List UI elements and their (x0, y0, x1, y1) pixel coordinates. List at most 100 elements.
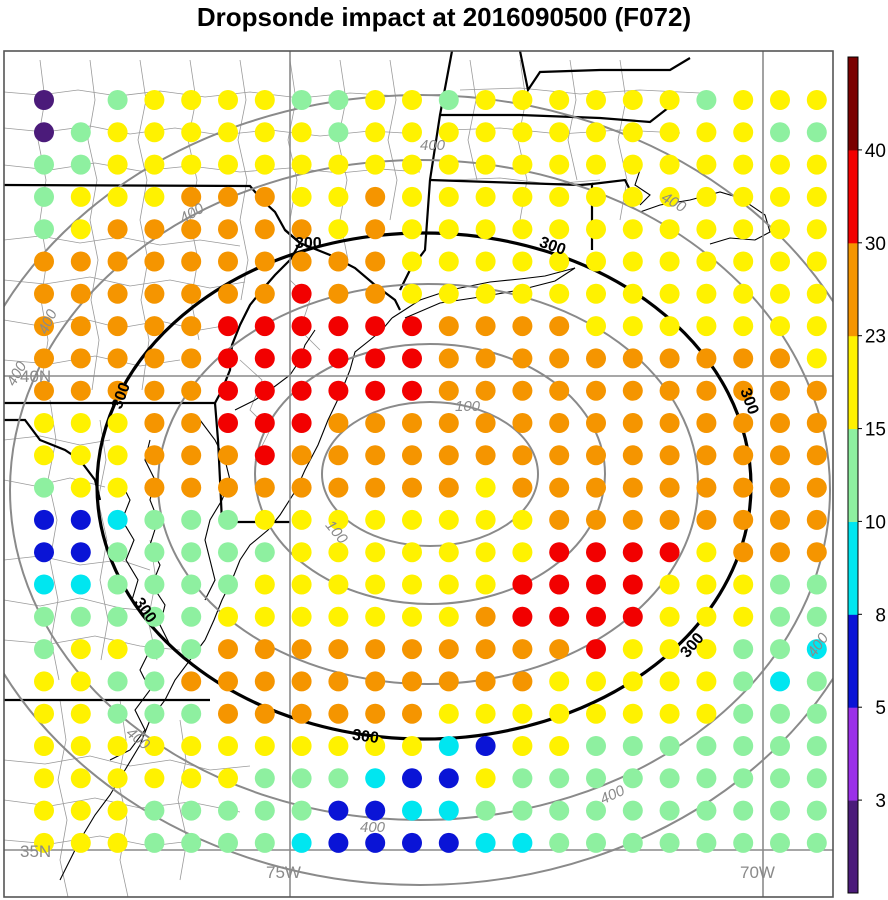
impact-dot (806, 348, 827, 369)
impact-dot (512, 186, 533, 207)
impact-dot (770, 768, 790, 789)
impact-dot (622, 186, 643, 207)
impact-dot (806, 90, 827, 110)
impact-dot (402, 154, 422, 175)
impact-dot (438, 703, 459, 724)
impact-dot (549, 413, 570, 433)
impact-dot (365, 768, 386, 789)
impact-dot (659, 186, 680, 207)
impact-dot (622, 606, 643, 627)
impact-dot (733, 574, 754, 595)
impact-dot (291, 477, 312, 498)
impact-dot (291, 251, 312, 272)
impact-dot (622, 219, 643, 240)
impact-dot (586, 832, 606, 853)
impact-dot (218, 574, 238, 595)
ring-label: 400 (177, 200, 208, 228)
impact-dot (34, 380, 54, 401)
impact-dot (254, 219, 275, 240)
impact-dot (181, 90, 202, 110)
impact-dot (218, 445, 238, 466)
impact-dot (733, 509, 754, 530)
impact-dot (254, 671, 275, 692)
impact-dot (622, 477, 643, 498)
impact-dot (659, 736, 680, 756)
impact-dot (549, 768, 570, 789)
impact-dot (402, 574, 422, 595)
impact-dot (512, 606, 533, 627)
impact-dot (291, 639, 312, 660)
impact-dot (696, 186, 717, 207)
impact-dot (438, 832, 459, 853)
impact-dot (328, 736, 349, 756)
impact-dot (254, 574, 275, 595)
colorbar-swatch (848, 707, 858, 801)
impact-dot (696, 639, 717, 660)
impact-dot (549, 542, 570, 563)
impact-dot (733, 639, 754, 660)
impact-dot (770, 219, 790, 240)
impact-dot (365, 154, 386, 175)
impact-dot (144, 316, 165, 337)
impact-dot (806, 122, 827, 143)
impact-dot (512, 477, 533, 498)
impact-dot (328, 768, 349, 789)
impact-dot (475, 316, 496, 337)
impact-dot (218, 380, 238, 401)
impact-dot (475, 348, 496, 369)
impact-dot (144, 380, 165, 401)
impact-dot (770, 800, 790, 821)
impact-dot (107, 671, 128, 692)
impact-dot (254, 606, 275, 627)
impact-dot (696, 671, 717, 692)
impact-dot (586, 445, 606, 466)
impact-dot (549, 639, 570, 660)
impact-dot (365, 832, 386, 853)
impact-dot (254, 477, 275, 498)
impact-dot (659, 639, 680, 660)
impact-dot (549, 122, 570, 143)
colorbar-swatch (848, 57, 858, 151)
impact-dot (438, 509, 459, 530)
impact-dot (365, 122, 386, 143)
impact-dot (181, 316, 202, 337)
impact-dot (475, 736, 496, 756)
impact-dot (402, 445, 422, 466)
impact-dot (254, 542, 275, 563)
impact-dot (512, 90, 533, 110)
impact-dot (438, 154, 459, 175)
impact-dot (806, 639, 827, 660)
impact-dot (34, 154, 54, 175)
impact-dot (806, 283, 827, 304)
impact-dot (70, 380, 91, 401)
impact-dot (512, 283, 533, 304)
impact-dot (696, 380, 717, 401)
impact-dot (696, 606, 717, 627)
colorbar-label: 40 (865, 141, 886, 162)
impact-dot (696, 283, 717, 304)
impact-dot (806, 542, 827, 563)
impact-dot (144, 348, 165, 369)
impact-dot (549, 251, 570, 272)
impact-dot (218, 186, 238, 207)
impact-dot (107, 768, 128, 789)
impact-dot (328, 413, 349, 433)
ring-label: 300 (351, 727, 380, 748)
impact-dot (549, 736, 570, 756)
impact-dot (475, 90, 496, 110)
impact-dot (438, 606, 459, 627)
impact-dot (512, 122, 533, 143)
impact-dot (586, 542, 606, 563)
impact-dot (144, 736, 165, 756)
impact-dot (34, 671, 54, 692)
colorbar-label: 3 (875, 791, 886, 812)
impact-dot (770, 736, 790, 756)
impact-dot (659, 509, 680, 530)
impact-dot (34, 477, 54, 498)
impact-dot (806, 445, 827, 466)
impact-dot (181, 768, 202, 789)
impact-dot (586, 574, 606, 595)
impact-dot (806, 477, 827, 498)
impact-dot (34, 606, 54, 627)
impact-dot (365, 283, 386, 304)
